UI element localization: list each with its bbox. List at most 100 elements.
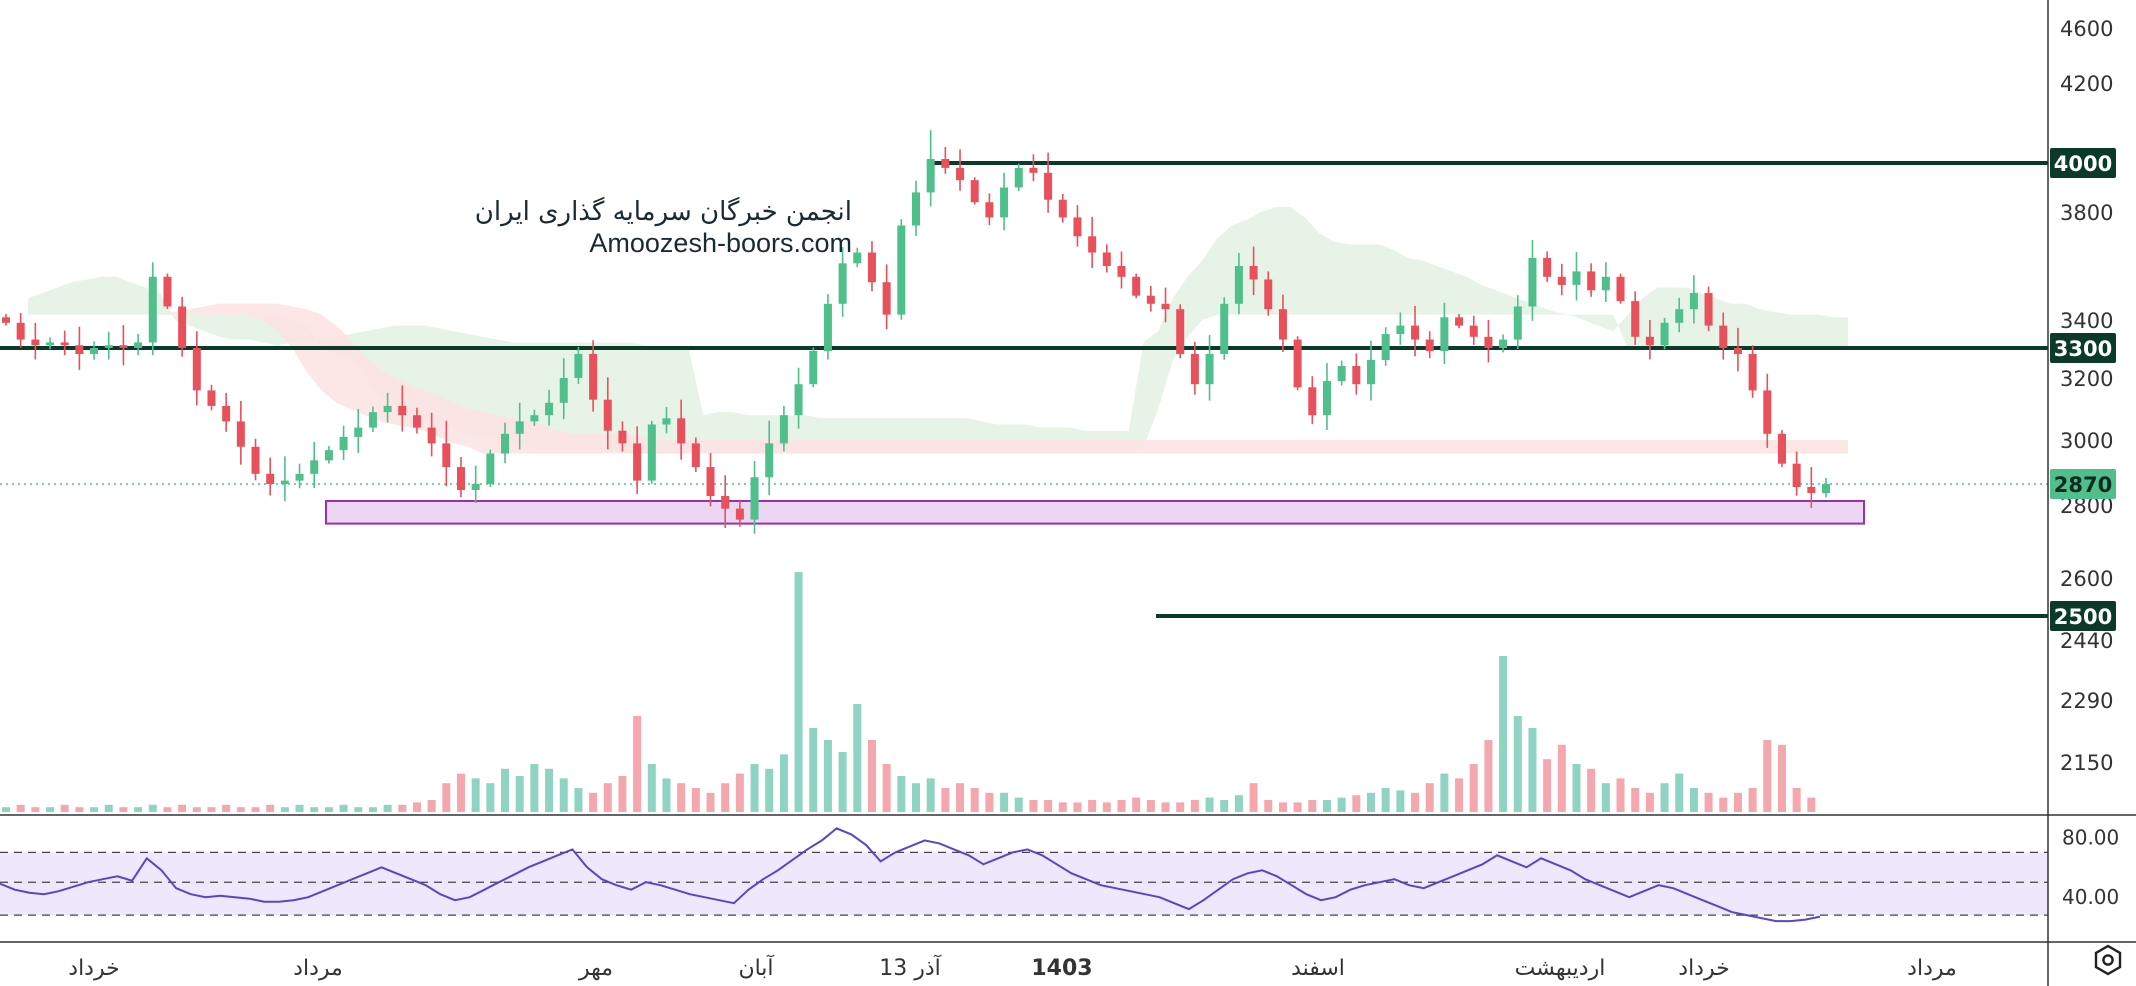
volume-bar: [1088, 800, 1097, 812]
candle-body: [1205, 354, 1214, 385]
candle: [662, 407, 671, 434]
volume-bar: [222, 804, 231, 812]
candle-body: [794, 384, 803, 416]
candle-body: [735, 508, 744, 520]
volume-bar: [16, 804, 25, 812]
candle-body: [589, 354, 598, 400]
rsi-band-fill: [0, 852, 2048, 916]
candle-body: [1704, 293, 1713, 326]
candle-body: [1161, 303, 1170, 310]
volume-bar: [486, 783, 495, 812]
volume-bar: [1146, 800, 1155, 812]
candle: [104, 331, 113, 360]
volume-bar: [897, 776, 906, 812]
candle-body: [1719, 325, 1728, 348]
candle: [75, 326, 84, 370]
candle-body: [339, 436, 348, 451]
candle: [1543, 251, 1552, 282]
volume-bar: [1616, 778, 1625, 812]
candle-body: [1543, 257, 1552, 277]
candle-body: [486, 453, 495, 484]
volume-bar: [794, 572, 803, 812]
candle: [471, 465, 480, 503]
candle: [486, 449, 495, 487]
candle-body: [677, 418, 686, 444]
volume-bar: [1807, 797, 1816, 812]
candle: [1308, 376, 1317, 425]
candle: [941, 147, 950, 174]
candle: [1513, 295, 1522, 350]
candle: [882, 264, 891, 330]
candle: [1278, 294, 1287, 352]
candle: [1660, 317, 1669, 350]
candle-body: [412, 415, 421, 428]
volume-bar: [941, 788, 950, 812]
price-label-text: 2870: [2054, 473, 2112, 497]
candle: [1337, 360, 1346, 386]
volume-bar: [427, 800, 436, 812]
volume-bar: [251, 807, 260, 812]
candle-body: [207, 390, 216, 406]
volume-bar: [985, 792, 994, 812]
volume-bar: [324, 807, 333, 812]
volume-bar: [354, 807, 363, 812]
volume-bar: [926, 778, 935, 812]
volume-bar: [75, 807, 84, 812]
candle: [163, 273, 172, 310]
volume-bar: [1411, 792, 1420, 812]
candle-body: [236, 421, 245, 447]
price-label-box: [2050, 333, 2116, 363]
candle: [1763, 373, 1772, 448]
volume-bar: [236, 807, 245, 812]
candle-body: [1264, 279, 1273, 310]
volume-bar: [295, 804, 304, 812]
candle: [1777, 430, 1786, 467]
candle-body: [1190, 354, 1199, 385]
volume-bar: [1058, 802, 1067, 812]
candle: [2, 314, 10, 326]
candle: [1293, 336, 1302, 391]
candle-body: [853, 252, 862, 264]
candle: [90, 341, 99, 360]
candle: [1044, 152, 1053, 213]
rsi-tick-label: 80.00: [2062, 825, 2119, 849]
candle: [1220, 297, 1229, 360]
price-label-box: [2050, 148, 2116, 178]
volume-bar: [280, 807, 289, 812]
volume-bar: [1249, 783, 1258, 812]
volume-bar: [1176, 802, 1185, 812]
candle: [1367, 340, 1375, 401]
price-label-2870: 2870: [2050, 469, 2116, 499]
volume-bar: [1308, 800, 1317, 812]
volume-bar: [1132, 797, 1141, 812]
candle-body: [1396, 325, 1405, 334]
price-label-text: 4000: [2054, 152, 2112, 176]
price-label-text: 2500: [2054, 605, 2112, 629]
candle-body: [633, 443, 642, 481]
candle: [207, 384, 216, 411]
volume-bar: [1689, 788, 1698, 812]
candle: [956, 149, 965, 191]
x-tick-label: اسفند: [1291, 956, 1345, 981]
candle: [1807, 467, 1816, 508]
candle: [1733, 327, 1742, 372]
candle-body: [1117, 266, 1126, 277]
volume-bar: [721, 783, 730, 812]
candle: [1557, 263, 1566, 296]
candle-body: [1308, 387, 1317, 416]
candle-body: [1601, 276, 1610, 291]
candle-body: [603, 399, 612, 431]
candle-body: [427, 427, 436, 444]
volume-bar: [1777, 744, 1786, 812]
candle-body: [530, 415, 539, 422]
candle: [838, 247, 847, 317]
candles[interactable]: [2, 130, 1830, 534]
candle: [383, 392, 392, 423]
candle: [765, 420, 774, 496]
candle-body: [1278, 309, 1287, 340]
volume-bar: [559, 778, 568, 812]
settings-hexagon-icon[interactable]: [2090, 942, 2126, 978]
candle: [750, 460, 759, 534]
volume-bar: [1205, 797, 1214, 812]
